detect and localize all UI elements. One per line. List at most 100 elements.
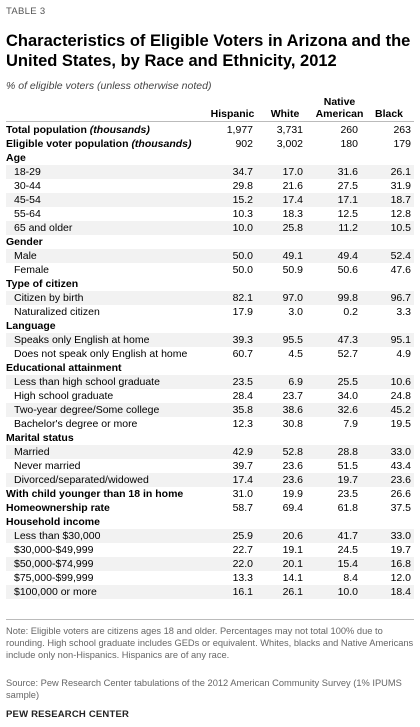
row-label-text: Less than high school graduate <box>14 376 160 388</box>
row-label-text: Citizen by birth <box>14 292 84 304</box>
row-label: Divorced/separated/widowed <box>14 473 149 487</box>
row-label-text: Educational attainment <box>6 362 122 374</box>
row-label: Educational attainment <box>6 361 122 375</box>
footer-divider <box>6 619 414 620</box>
table-row: $100,000 or more 16.1 26.1 10.0 18.4 <box>6 585 414 599</box>
cell-native-american: 49.4 <box>337 250 358 262</box>
cell-native-american: 31.6 <box>337 166 358 178</box>
table-row: Male 50.0 49.1 49.4 52.4 <box>6 249 414 263</box>
cell-black: 47.6 <box>390 264 411 276</box>
row-label: Marital status <box>6 431 74 445</box>
section-heading-row: Educational attainment <box>6 361 414 375</box>
cell-white: 38.6 <box>282 404 303 416</box>
cell-white: 21.6 <box>282 180 303 192</box>
column-header-hispanic: Hispanic <box>210 108 255 120</box>
cell-native-american: 11.2 <box>338 222 358 234</box>
row-label-text: Male <box>14 250 37 262</box>
cell-hispanic: 39.7 <box>232 460 253 472</box>
data-table-body: Total population (thousands) 1,977 3,731 26… <box>6 123 414 599</box>
summary-row: Eligible voter population (thousands) 902… <box>6 137 414 151</box>
cell-black: 24.8 <box>390 390 411 402</box>
row-label-text: 45-54 <box>14 194 41 206</box>
row-label-text: Homeownership rate <box>6 502 110 514</box>
cell-hispanic: 60.7 <box>232 348 253 360</box>
column-header-black: Black <box>374 108 404 120</box>
row-label-text: Naturalized citizen <box>14 306 100 318</box>
brand-label: PEW RESEARCH CENTER <box>6 709 130 720</box>
cell-white: 20.6 <box>282 530 303 542</box>
table-row: Two-year degree/Some college 35.8 38.6 32.6… <box>6 403 414 417</box>
cell-white: 3,002 <box>276 138 303 150</box>
table-number-label: TABLE 3 <box>6 6 46 17</box>
row-label-text: Does not speak only English at home <box>14 348 188 360</box>
row-label-text: Speaks only English at home <box>14 334 150 346</box>
row-label-text: Age <box>6 152 26 164</box>
table-row: Female 50.0 50.9 50.6 47.6 <box>6 263 414 277</box>
cell-black: 96.7 <box>390 292 411 304</box>
row-label: Naturalized citizen <box>14 305 100 319</box>
row-label: Less than high school graduate <box>14 375 160 389</box>
row-label-unit: (thousands) <box>89 124 150 136</box>
row-label: High school graduate <box>14 389 113 403</box>
cell-black: 19.5 <box>390 418 411 430</box>
column-header-native-american: Native American <box>311 96 368 120</box>
row-label: Married <box>14 445 50 459</box>
row-label-text: $50,000-$74,999 <box>14 558 94 570</box>
cell-native-american: 8.4 <box>343 572 358 584</box>
cell-hispanic: 39.3 <box>232 334 253 346</box>
cell-white: 17.4 <box>282 194 303 206</box>
table-row: $50,000-$74,999 22.0 20.1 15.4 16.8 <box>6 557 414 571</box>
cell-native-american: 34.0 <box>337 390 358 402</box>
summary-row: Total population (thousands) 1,977 3,731 26… <box>6 123 414 137</box>
row-label: Citizen by birth <box>14 291 83 305</box>
cell-hispanic: 10.3 <box>232 208 253 220</box>
header-divider <box>6 121 414 122</box>
cell-black: 4.9 <box>396 348 411 360</box>
cell-white: 50.9 <box>282 264 303 276</box>
cell-black: 16.8 <box>390 558 411 570</box>
cell-black: 95.1 <box>390 334 411 346</box>
row-label-text: High school graduate <box>14 390 114 402</box>
column-header-native-line2: American <box>315 107 364 120</box>
cell-native-american: 12.5 <box>337 208 358 220</box>
table-row: Bachelor's degree or more 12.3 30.8 7.9 19.5 <box>6 417 414 431</box>
cell-native-american: 99.8 <box>337 292 358 304</box>
row-label-text: $75,000-$99,999 <box>14 572 94 584</box>
section-heading-row: Household income <box>6 515 414 529</box>
table-row: Does not speak only English at home 60.7 4… <box>6 347 414 361</box>
cell-native-american: 23.5 <box>337 488 358 500</box>
cell-white: 4.5 <box>288 348 303 360</box>
cell-white: 30.8 <box>282 418 303 430</box>
cell-black: 33.0 <box>390 446 411 458</box>
row-label: 45-54 <box>14 193 41 207</box>
cell-black: 23.6 <box>390 474 411 486</box>
cell-native-american: 41.7 <box>337 530 358 542</box>
row-label-unit: (thousands) <box>131 138 192 150</box>
row-label: $100,000 or more <box>14 585 97 599</box>
cell-hispanic: 50.0 <box>232 250 253 262</box>
cell-native-american: 28.8 <box>337 446 358 458</box>
table-row: Married 42.9 52.8 28.8 33.0 <box>6 445 414 459</box>
row-label-text: Bachelor's degree or more <box>14 418 138 430</box>
cell-white: 18.3 <box>282 208 303 220</box>
cell-black: 12.8 <box>390 208 411 220</box>
cell-native-american: 180 <box>340 138 358 150</box>
cell-black: 10.5 <box>390 222 411 234</box>
row-label-text: 65 and older <box>14 222 73 234</box>
row-label: Gender <box>6 235 43 249</box>
cell-hispanic: 22.0 <box>232 558 253 570</box>
cell-white: 25.8 <box>282 222 303 234</box>
table-row: Less than high school graduate 23.5 6.9 25.… <box>6 375 414 389</box>
cell-native-american: 10.0 <box>337 586 358 598</box>
row-label-text: 55-64 <box>14 208 41 220</box>
table-row: 55-64 10.3 18.3 12.5 12.8 <box>6 207 414 221</box>
cell-hispanic: 25.9 <box>232 530 253 542</box>
cell-hispanic: 50.0 <box>232 264 253 276</box>
cell-native-american: 7.9 <box>343 418 358 430</box>
table-row: $75,000-$99,999 13.3 14.1 8.4 12.0 <box>6 571 414 585</box>
section-heading-row: Type of citizen <box>6 277 414 291</box>
cell-white: 52.8 <box>282 446 303 458</box>
cell-hispanic: 13.3 <box>232 572 253 584</box>
cell-black: 33.0 <box>390 530 411 542</box>
